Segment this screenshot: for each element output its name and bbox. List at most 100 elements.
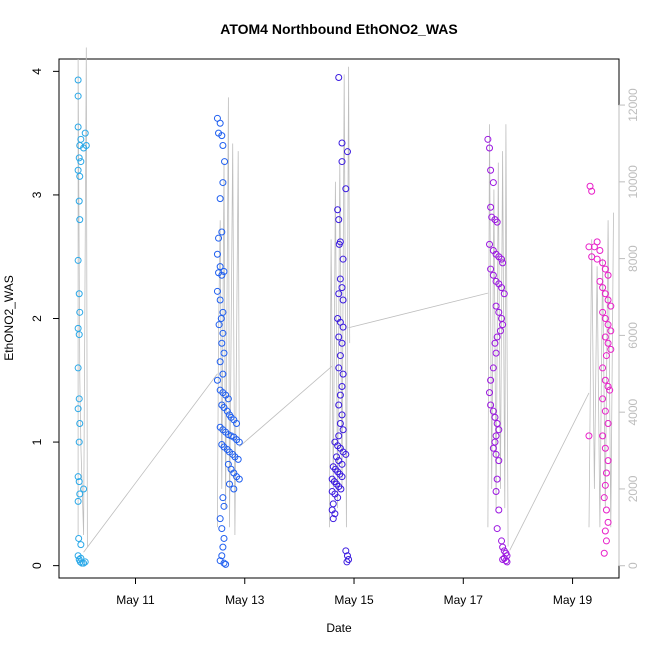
data-point [334, 494, 342, 502]
data-point [220, 349, 228, 357]
data-point [496, 327, 504, 335]
data-point [74, 364, 82, 372]
data-point [219, 179, 227, 187]
data-point [216, 195, 224, 203]
data-point [600, 494, 608, 502]
data-point [216, 358, 224, 366]
data-point [491, 413, 499, 421]
altitude-line [77, 47, 88, 547]
x-axis-label: Date [326, 621, 352, 635]
data-point [75, 197, 83, 205]
data-point [215, 321, 223, 329]
data-point [339, 296, 347, 304]
data-point [75, 395, 83, 403]
data-point [331, 510, 339, 518]
altitude-line [329, 66, 351, 528]
data-point [498, 284, 506, 292]
data-point [75, 478, 83, 486]
data-point [74, 76, 82, 84]
data-point [218, 228, 226, 236]
altitude-connector [348, 292, 488, 329]
data-point [219, 329, 227, 337]
data-point [234, 455, 242, 463]
data-point [495, 426, 503, 434]
data-point [77, 158, 85, 166]
data-point [495, 506, 503, 514]
data-point [338, 460, 346, 468]
data-point [487, 401, 495, 409]
data-point [219, 494, 227, 502]
y2-tick-label: 2000 [626, 475, 640, 502]
data-point [230, 485, 238, 493]
data-point [604, 321, 612, 329]
data-point [75, 290, 83, 298]
y2-tick-label: 6000 [626, 322, 640, 349]
y-tick-label: 2 [30, 315, 44, 322]
x-tick-label: May 11 [116, 593, 155, 607]
data-point [607, 302, 615, 310]
data-point [602, 537, 610, 545]
data-point [484, 135, 492, 143]
data-point [342, 547, 350, 555]
data-point [218, 339, 226, 347]
data-point [220, 502, 228, 510]
data-point [215, 234, 223, 242]
data-point [492, 302, 500, 310]
data-point [601, 265, 609, 273]
data-point [74, 123, 82, 131]
data-point [74, 166, 82, 174]
data-point [75, 154, 83, 162]
altitude-trace [77, 47, 614, 553]
y2-tick-label: 8000 [626, 245, 640, 272]
data-point [339, 426, 347, 434]
data-point [585, 432, 593, 440]
data-point [493, 218, 501, 226]
data-point [585, 243, 593, 251]
data-point [487, 376, 495, 384]
data-point [336, 352, 344, 360]
data-point [80, 485, 88, 493]
data-point [493, 420, 501, 428]
data-point [335, 74, 343, 82]
data-point [607, 345, 615, 353]
data-point [602, 506, 610, 514]
data-point [74, 405, 82, 413]
data-point [499, 321, 507, 329]
data-point [220, 268, 228, 276]
data-point [604, 518, 612, 526]
data-point [76, 490, 84, 498]
data-point [335, 333, 343, 341]
data-point [74, 256, 82, 264]
data-point [602, 352, 610, 360]
data-point [489, 271, 497, 279]
data-point [335, 432, 343, 440]
data-point [219, 142, 227, 149]
data-point [606, 386, 614, 394]
data-point [77, 135, 85, 143]
data-point [604, 382, 612, 390]
data-point [596, 247, 604, 255]
data-point [492, 488, 500, 495]
data-point [489, 407, 497, 415]
data-point [213, 376, 221, 384]
data-point [216, 296, 224, 304]
data-point [75, 331, 83, 339]
data-point [596, 277, 604, 285]
data-point [493, 475, 501, 483]
y2-tick-label: 0 [626, 562, 640, 569]
data-point [335, 364, 343, 372]
data-point [599, 432, 607, 440]
y-tick-label: 4 [30, 68, 44, 75]
data-point [81, 558, 89, 566]
data-point [486, 240, 494, 248]
data-point [218, 132, 226, 140]
data-point [75, 534, 83, 542]
data-point [333, 453, 341, 461]
data-point [498, 255, 506, 263]
y-axis: 0 1 2 3 4 [30, 68, 60, 569]
data-point [342, 450, 350, 458]
data-point [604, 420, 612, 428]
altitude-line [487, 124, 509, 547]
data-point [487, 265, 495, 273]
data-point [590, 243, 598, 251]
